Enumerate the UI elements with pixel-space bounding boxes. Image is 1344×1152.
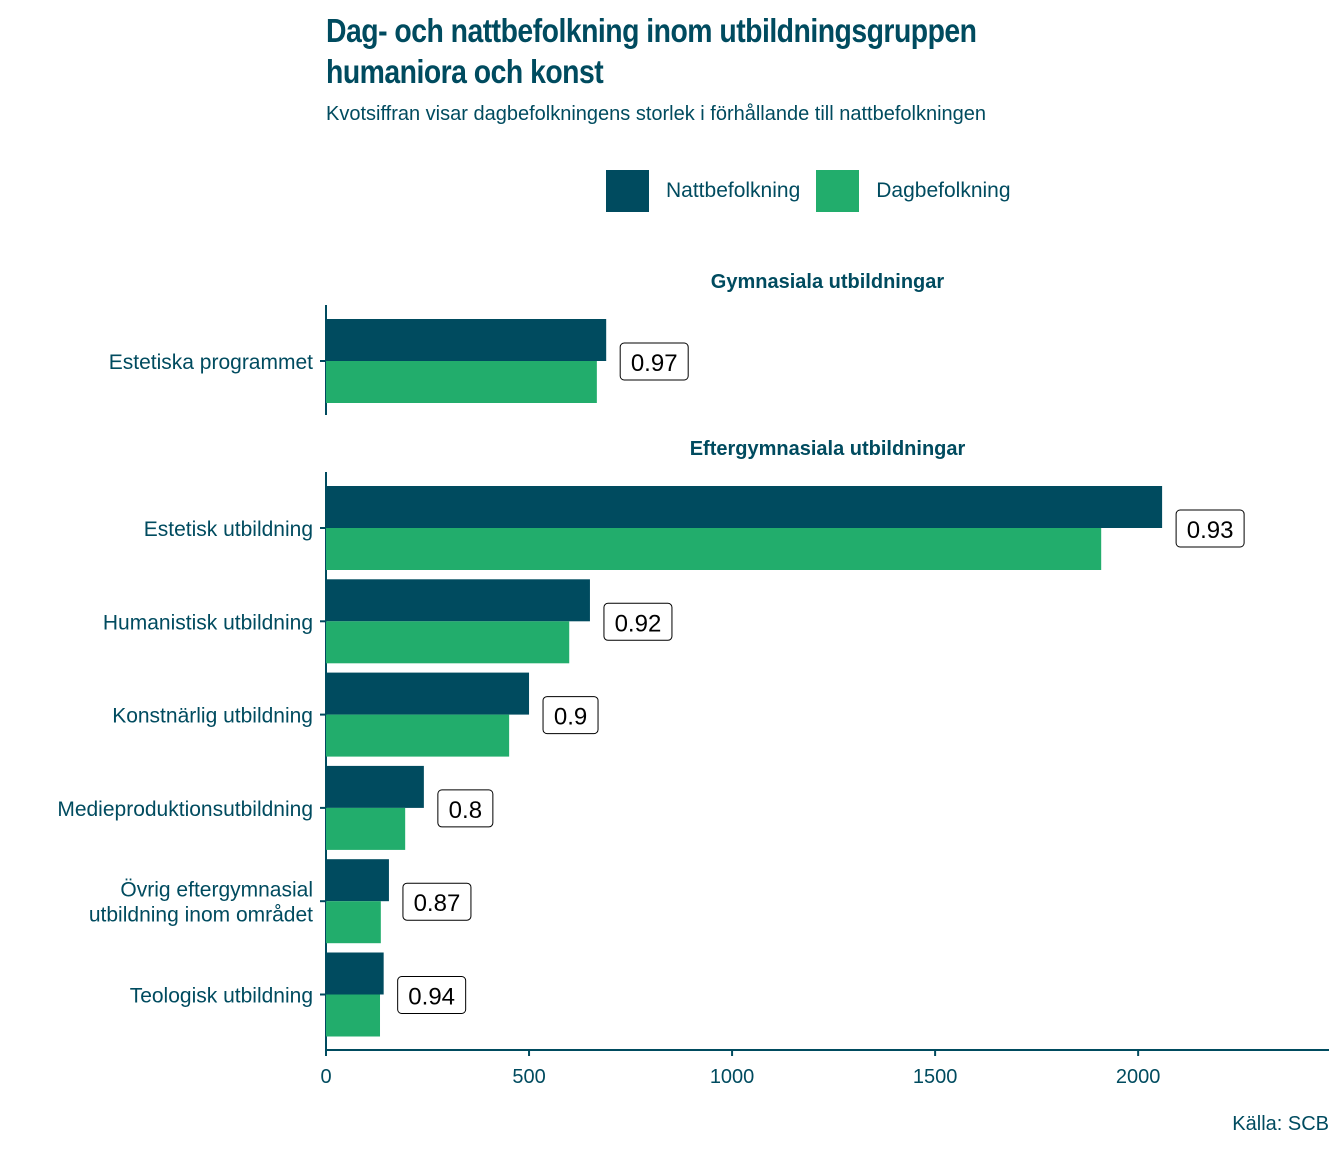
ratio-label: 0.87 [414,890,461,917]
bar-dagbefolkning [326,528,1102,570]
bar-nattbefolkning [326,859,389,902]
ratio-label-box [1175,509,1245,548]
legend-swatch-dagbefolkning [816,170,860,212]
chart-title: Dag- och nattbefolkning inom utbildnings… [326,10,977,92]
ratio-label-box [542,696,599,735]
chart-title-line-2: humaniora och konst [326,53,604,90]
x-tick-label: 500 [512,1066,545,1088]
bar-nattbefolkning [326,765,424,808]
bar-dagbefolkning [326,994,381,1037]
facet-title-gymnasiala: Gymnasiala utbildningar [710,271,945,293]
bar-nattbefolkning [326,579,590,622]
ratio-label: 0.9 [554,704,587,731]
bar-dagbefolkning [326,714,510,757]
x-tick-label: 0 [320,1066,331,1088]
ratio-label-box [402,882,472,921]
source-caption: Källa: SCB [1232,1113,1329,1135]
bar-dagbefolkning [326,901,381,944]
category-label: Estetisk utbildning [144,518,313,541]
bar-dagbefolkning [326,621,570,664]
category-label: Teologisk utbildning [130,985,313,1008]
category-label: Övrig eftergymnasial utbildning inom områ… [89,879,313,927]
category-label: Konstnärlig utbildning [112,705,313,728]
bar-nattbefolkning [326,952,384,995]
bar-nattbefolkning [326,319,607,361]
bar-dagbefolkning [326,361,597,403]
x-tick-label: 2000 [1116,1066,1161,1088]
ratio-label-box [437,789,494,828]
chart-title-line-1: Dag- och nattbefolkning inom utbildnings… [326,12,977,49]
ratio-label: 0.93 [1187,517,1234,544]
x-tick-label: 1500 [913,1066,958,1088]
category-label: Medieproduktionsutbildning [57,798,313,821]
ratio-label: 0.8 [449,797,482,824]
legend-label-nattbefolkning: Nattbefolkning [666,179,801,202]
ratio-label-box [397,976,467,1014]
legend-swatch-nattbefolkning [606,170,649,212]
ratio-label: 0.94 [408,984,455,1011]
bar-nattbefolkning [326,672,530,715]
category-label: Estetiska programmet [109,351,313,374]
ratio-label: 0.92 [615,610,662,637]
x-tick-label: 1000 [710,1066,755,1088]
legend: Nattbefolkning Dagbefolkning [606,170,1027,212]
bar-dagbefolkning [326,807,406,850]
ratio-label-box [603,602,673,641]
bar-nattbefolkning [326,486,1163,528]
chart-subtitle: Kvotsiffran visar dagbefolkningens storl… [326,103,987,125]
ratio-label: 0.97 [631,350,678,377]
category-label: Humanistisk utbildning [103,611,313,634]
facet-title-eftergymnasiala: Eftergymnasiala utbildningar [689,438,966,460]
legend-label-dagbefolkning: Dagbefolkning [876,179,1011,202]
ratio-label-box [619,342,689,381]
